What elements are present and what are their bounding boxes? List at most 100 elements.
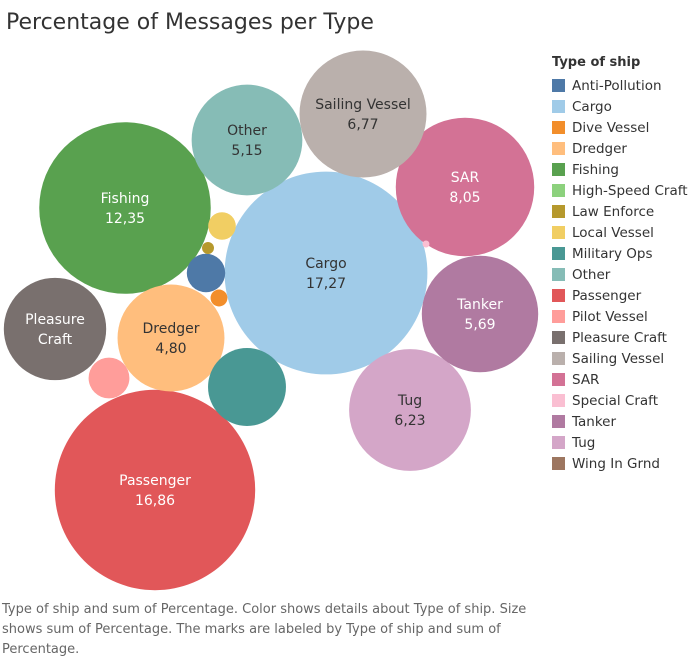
bubble-category-label: Other bbox=[227, 123, 267, 139]
legend-swatch bbox=[552, 289, 565, 302]
legend-label: Special Craft bbox=[572, 392, 658, 409]
bubble-circle[interactable] bbox=[395, 117, 535, 257]
bubble-circle[interactable] bbox=[54, 389, 256, 591]
legend-item-pleasure-craft[interactable]: Pleasure Craft bbox=[552, 327, 697, 348]
bubble-passenger[interactable]: Passenger 16,86 bbox=[54, 389, 256, 591]
legend-item-sar[interactable]: SAR bbox=[552, 369, 697, 390]
bubble-circle[interactable] bbox=[421, 255, 539, 373]
legend-swatch bbox=[552, 184, 565, 197]
bubble-circle[interactable] bbox=[3, 277, 107, 381]
legend-item-high-speed-craft[interactable]: High-Speed Craft bbox=[552, 180, 697, 201]
legend-swatch bbox=[552, 247, 565, 260]
legend-item-other[interactable]: Other bbox=[552, 264, 697, 285]
bubble-value-label: 17,27 bbox=[306, 276, 346, 292]
legend-swatch bbox=[552, 352, 565, 365]
chart-caption: Type of ship and sum of Percentage. Colo… bbox=[2, 602, 527, 657]
bubble-value-label: 8,05 bbox=[449, 190, 480, 206]
legend-swatch bbox=[552, 415, 565, 428]
legend-swatch bbox=[552, 163, 565, 176]
bubble-tug[interactable]: Tug 6,23 bbox=[349, 349, 471, 471]
legend-label: Cargo bbox=[572, 98, 612, 115]
bubble-sailing-vessel[interactable]: Sailing Vessel 6,77 bbox=[299, 50, 427, 178]
legend-item-wing-in-grnd[interactable]: Wing In Grnd bbox=[552, 453, 697, 474]
bubble-anti-pollution[interactable] bbox=[186, 253, 226, 293]
legend-item-tug[interactable]: Tug bbox=[552, 432, 697, 453]
bubble-circle[interactable] bbox=[208, 212, 236, 240]
bubble-circle[interactable] bbox=[224, 171, 428, 375]
legend-item-pilot-vessel[interactable]: Pilot Vessel bbox=[552, 306, 697, 327]
legend-swatch bbox=[552, 205, 565, 218]
legend-label: Tanker bbox=[572, 413, 617, 430]
legend-item-law-enforce[interactable]: Law Enforce bbox=[552, 201, 697, 222]
bubble-circle[interactable] bbox=[210, 289, 228, 307]
bubble-category-label: Fishing bbox=[101, 191, 150, 207]
bubble-dredger[interactable]: Dredger 4,80 bbox=[117, 284, 225, 392]
bubble-circle[interactable] bbox=[191, 84, 303, 196]
bubble-sar[interactable]: SAR 8,05 bbox=[395, 117, 535, 257]
bubble-category-label: Dredger bbox=[143, 321, 200, 337]
legend-item-dredger[interactable]: Dredger bbox=[552, 138, 697, 159]
legend-label: Local Vessel bbox=[572, 224, 654, 241]
legend-item-tanker[interactable]: Tanker bbox=[552, 411, 697, 432]
bubble-military-ops[interactable] bbox=[208, 348, 286, 426]
bubble-local-vessel[interactable] bbox=[208, 212, 236, 240]
legend-label: Anti-Pollution bbox=[572, 77, 662, 94]
legend-item-sailing-vessel[interactable]: Sailing Vessel bbox=[552, 348, 697, 369]
legend-swatch bbox=[552, 394, 565, 407]
bubble-law-enforce[interactable] bbox=[202, 242, 214, 254]
legend-swatch bbox=[552, 100, 565, 113]
legend: Type of ship Anti-Pollution Cargo Dive Ves… bbox=[552, 54, 697, 474]
legend-item-local-vessel[interactable]: Local Vessel bbox=[552, 222, 697, 243]
bubble-category-label: Pleasure bbox=[25, 312, 85, 328]
legend-swatch bbox=[552, 226, 565, 239]
bubble-other[interactable]: Other 5,15 bbox=[191, 84, 303, 196]
legend-label: High-Speed Craft bbox=[572, 182, 688, 199]
bubble-special-craft[interactable] bbox=[422, 240, 430, 248]
legend-swatch bbox=[552, 331, 565, 344]
bubble-category-label: Sailing Vessel bbox=[315, 97, 411, 113]
legend-swatch bbox=[552, 121, 565, 134]
bubble-circle[interactable] bbox=[349, 349, 471, 471]
bubble-pilot-vessel[interactable] bbox=[88, 357, 130, 399]
bubble-circle[interactable] bbox=[117, 284, 225, 392]
bubble-circle[interactable] bbox=[88, 357, 130, 399]
legend-items: Anti-Pollution Cargo Dive Vessel Dredger Fis… bbox=[552, 75, 697, 474]
bubble-category-label: Tug bbox=[397, 393, 422, 409]
bubble-value-label: 12,35 bbox=[105, 211, 145, 227]
bubble-value-label: 6,77 bbox=[347, 117, 378, 133]
legend-item-anti-pollution[interactable]: Anti-Pollution bbox=[552, 75, 697, 96]
bubble-circle[interactable] bbox=[186, 253, 226, 293]
bubble-circle[interactable] bbox=[39, 122, 211, 294]
legend-swatch bbox=[552, 268, 565, 281]
bubble-circle[interactable] bbox=[422, 240, 430, 248]
legend-swatch bbox=[552, 457, 565, 470]
bubble-circle[interactable] bbox=[299, 50, 427, 178]
bubble-value-label: 5,69 bbox=[464, 317, 495, 333]
legend-item-fishing[interactable]: Fishing bbox=[552, 159, 697, 180]
legend-item-military-ops[interactable]: Military Ops bbox=[552, 243, 697, 264]
bubble-circle[interactable] bbox=[208, 348, 286, 426]
legend-label: SAR bbox=[572, 371, 600, 388]
legend-item-special-craft[interactable]: Special Craft bbox=[552, 390, 697, 411]
bubble-value-label: 6,23 bbox=[394, 413, 425, 429]
bubble-category-label: Passenger bbox=[119, 473, 191, 489]
legend-label: Fishing bbox=[572, 161, 619, 178]
bubble-category-label: Tanker bbox=[456, 297, 503, 313]
legend-label: Dive Vessel bbox=[572, 119, 650, 136]
bubble-dive-vessel[interactable] bbox=[210, 289, 228, 307]
bubble-value-label: 5,15 bbox=[231, 143, 262, 159]
legend-label: Wing In Grnd bbox=[572, 455, 660, 472]
bubble-pleasure-craft[interactable]: Pleasure Craft bbox=[3, 277, 107, 381]
bubble-cargo[interactable]: Cargo 17,27 bbox=[224, 171, 428, 375]
bubble-value-label: 4,80 bbox=[155, 341, 186, 357]
legend-label: Tug bbox=[572, 434, 596, 451]
legend-item-passenger[interactable]: Passenger bbox=[552, 285, 697, 306]
legend-swatch bbox=[552, 79, 565, 92]
bubble-tanker[interactable]: Tanker 5,69 bbox=[421, 255, 539, 373]
legend-item-cargo[interactable]: Cargo bbox=[552, 96, 697, 117]
bubble-circle[interactable] bbox=[202, 242, 214, 254]
bubble-fishing[interactable]: Fishing 12,35 bbox=[39, 122, 211, 294]
legend-label: Dredger bbox=[572, 140, 627, 157]
legend-label: Pleasure Craft bbox=[572, 329, 667, 346]
legend-item-dive-vessel[interactable]: Dive Vessel bbox=[552, 117, 697, 138]
